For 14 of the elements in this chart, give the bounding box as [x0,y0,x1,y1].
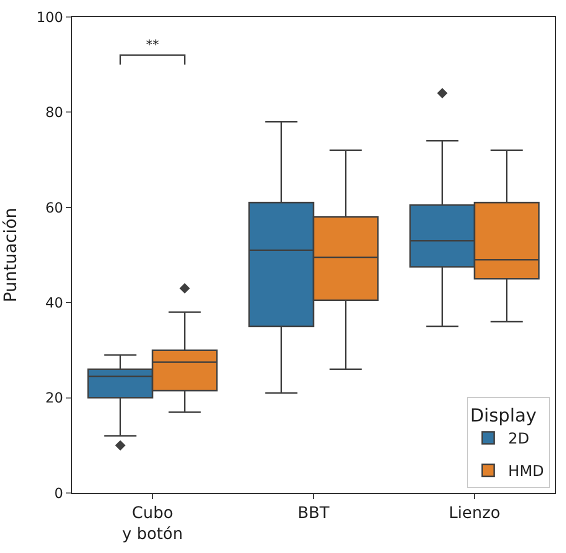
annotation: ** [146,38,160,53]
legend-title: Display [470,406,537,427]
x-tick-label: Cubo y botón [122,503,183,543]
y-tick-label: 100 [36,10,64,26]
legend-label: HMD [508,462,544,480]
y-tick-label: 40 [45,296,64,312]
y-axis-title: Puntuación [1,208,22,302]
x-tick-label: Lienzo [448,503,500,522]
y-tick-label: 0 [54,486,64,502]
y-tick-label: 80 [45,105,64,122]
x-tick-label: BBT [298,503,330,522]
legend-label: 2D [508,430,530,448]
y-tick-label: 60 [45,200,64,216]
y-tick-label: 20 [45,390,64,407]
